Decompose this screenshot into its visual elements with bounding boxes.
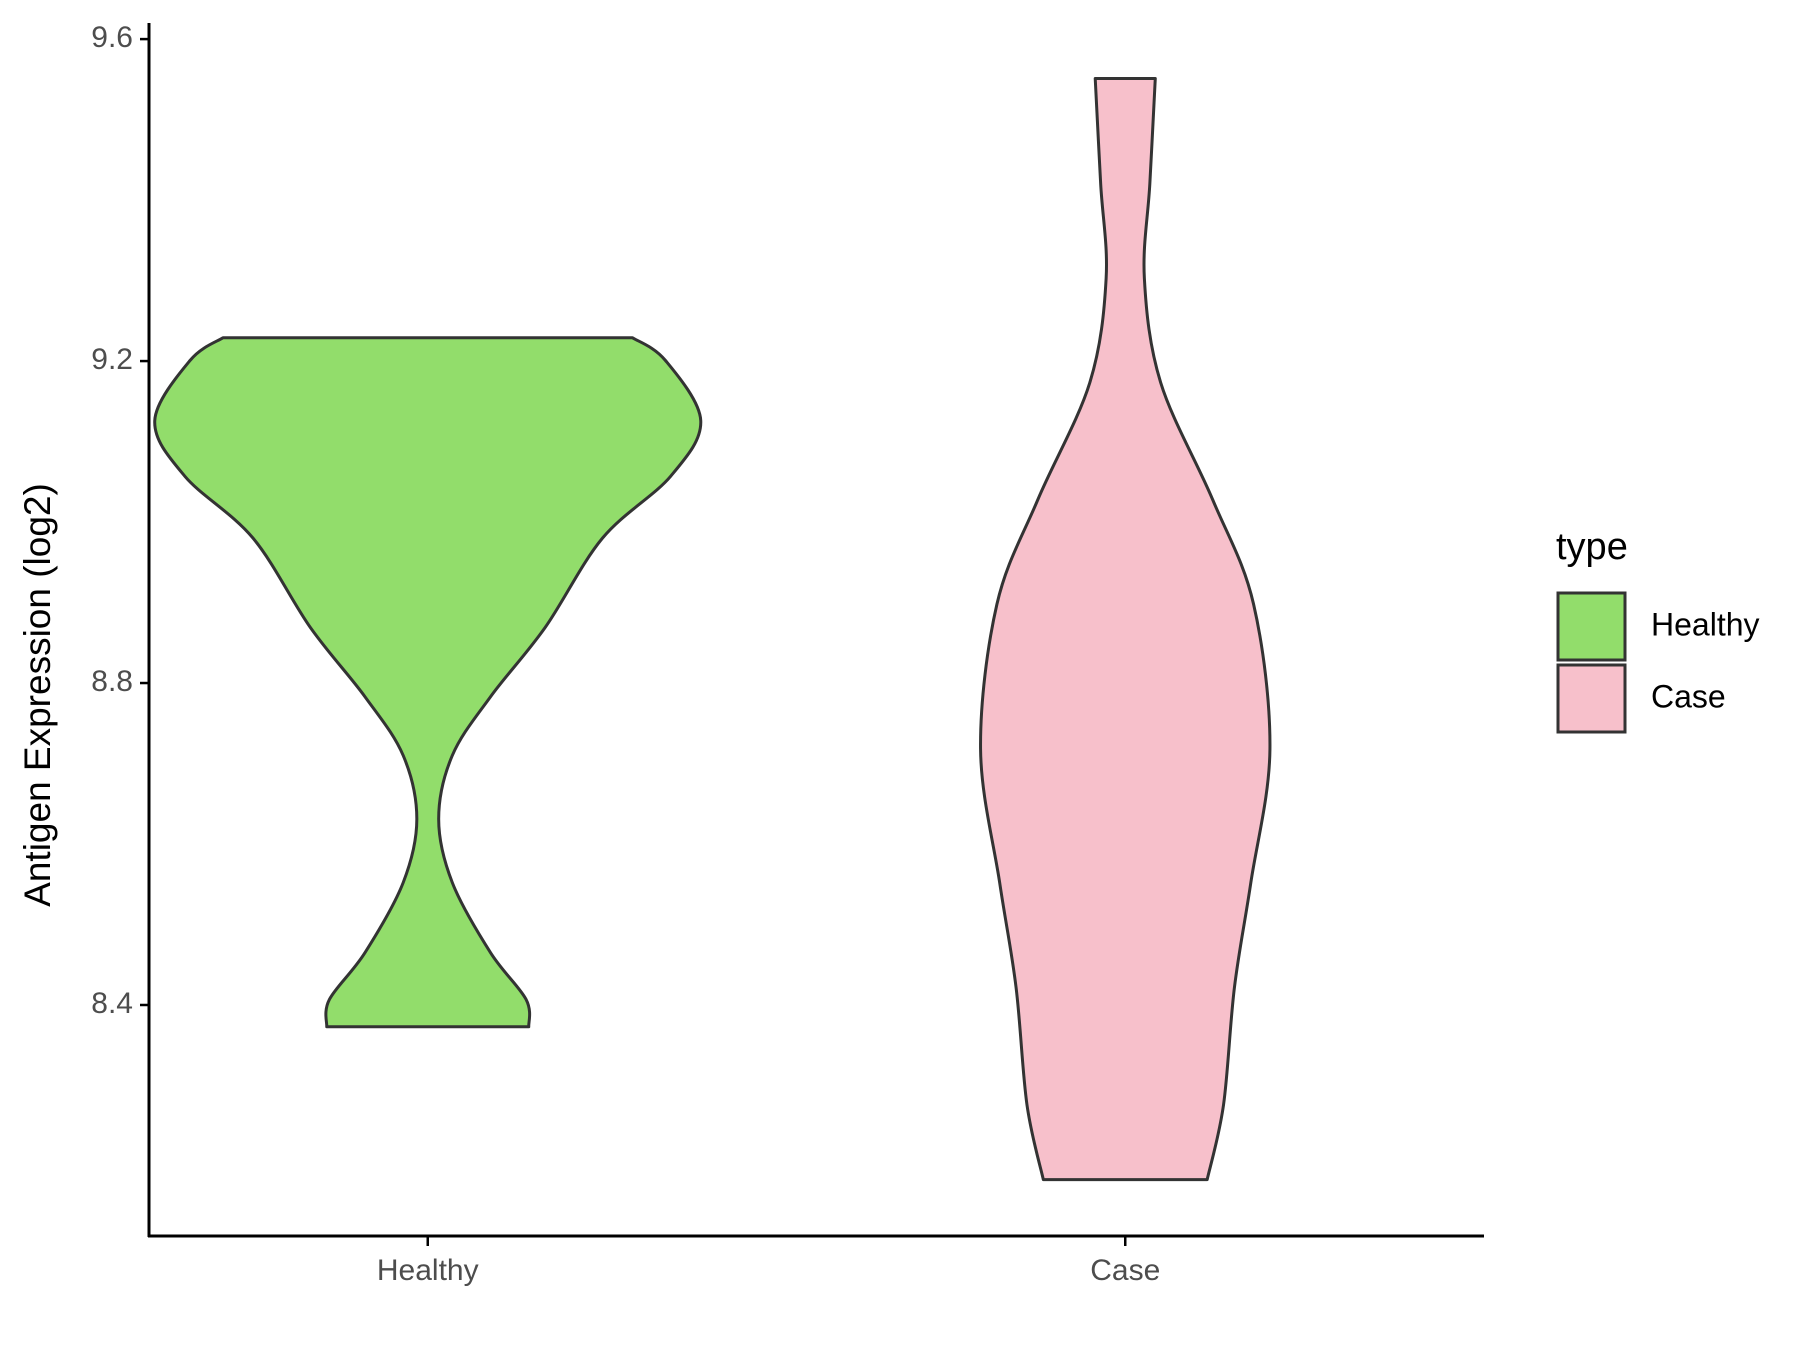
- violin: [979, 77, 1272, 1182]
- legend-key: [1556, 663, 1627, 734]
- y-tick-label: 9.2: [91, 343, 133, 376]
- x-tick-label: Healthy: [377, 1254, 479, 1287]
- y-tick-label: 8.4: [91, 987, 133, 1020]
- y-tick-label: 8.8: [91, 665, 133, 698]
- legend-title: type: [1556, 526, 1628, 568]
- violin: [153, 336, 703, 1029]
- legend-label: Healthy: [1651, 606, 1760, 642]
- x-tick-label: Case: [1090, 1254, 1160, 1287]
- y-tick-label: 9.6: [91, 21, 133, 54]
- y-axis-title: Antigen Expression (log2): [17, 483, 58, 907]
- legend-key: [1556, 591, 1627, 662]
- legend-label: Case: [1651, 678, 1726, 714]
